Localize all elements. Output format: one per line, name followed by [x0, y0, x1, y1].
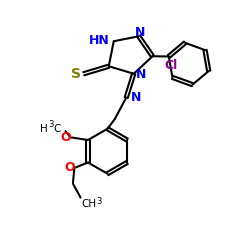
Text: C: C [53, 124, 60, 134]
Text: CH: CH [82, 199, 97, 209]
Text: S: S [71, 67, 81, 81]
Text: Cl: Cl [164, 60, 178, 72]
Text: O: O [64, 161, 75, 174]
Text: N: N [136, 68, 146, 82]
Text: HN: HN [88, 34, 109, 46]
Text: N: N [131, 91, 141, 104]
Text: 3: 3 [96, 196, 101, 205]
Text: H: H [40, 124, 48, 134]
Text: 3: 3 [48, 120, 53, 129]
Text: O: O [60, 131, 70, 144]
Text: N: N [135, 26, 145, 39]
